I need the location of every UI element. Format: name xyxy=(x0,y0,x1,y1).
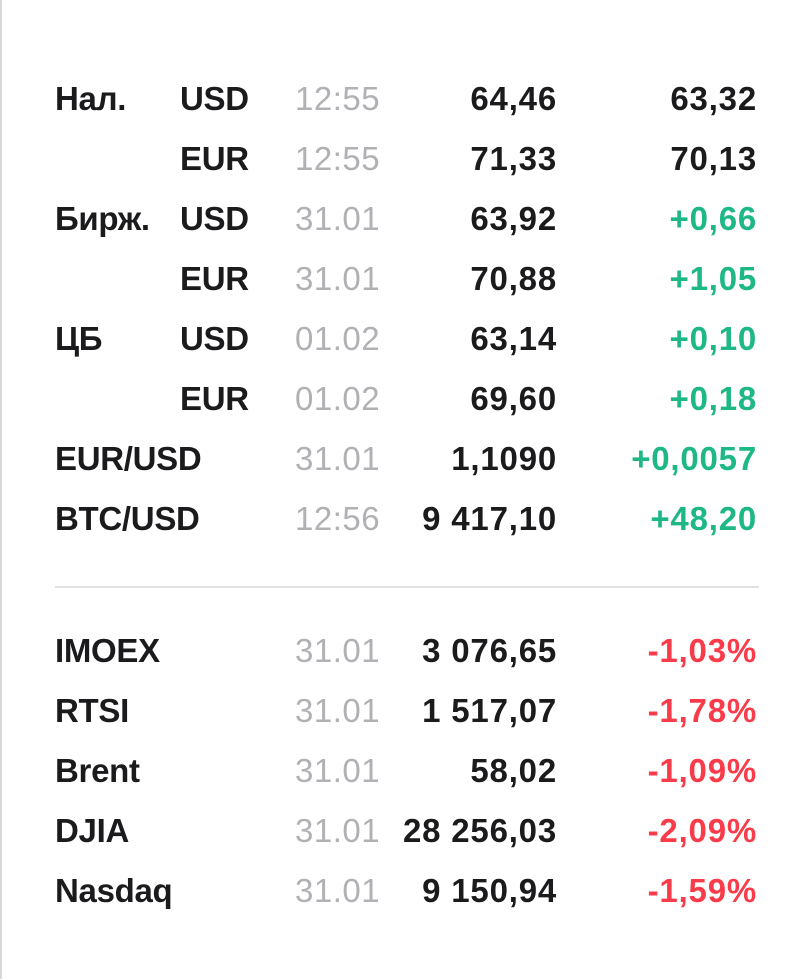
rate-instrument-label: USD xyxy=(180,79,249,117)
rate-change: +48,20 xyxy=(650,499,757,537)
rate-group-label: Бирж. xyxy=(55,199,150,237)
rate-row[interactable]: Nasdaq 31.01 9 150,94 -1,59% xyxy=(55,860,759,920)
rate-change: -1,03% xyxy=(647,631,757,669)
rate-instrument-label: USD xyxy=(180,199,249,237)
rate-value: 64,46 xyxy=(470,79,557,117)
rate-instrument-label: USD xyxy=(180,319,249,357)
rate-group-label: RTSI xyxy=(55,691,129,729)
rate-time-label: 01.02 xyxy=(295,379,381,417)
rate-change: -2,09% xyxy=(647,811,757,849)
rate-group-label: Нал. xyxy=(55,79,127,117)
rate-time-label: 01.02 xyxy=(295,319,381,357)
currency-rates-section: Нал. USD 12:55 64,46 63,32 EUR 12:55 71,… xyxy=(55,68,759,548)
rate-value: 3 076,65 xyxy=(422,631,557,669)
rate-row[interactable]: RTSI 31.01 1 517,07 -1,78% xyxy=(55,680,759,740)
rate-change: +1,05 xyxy=(669,259,757,297)
rate-group-label: BTC/USD xyxy=(55,499,200,537)
rate-row[interactable]: Бирж. USD 31.01 63,92 +0,66 xyxy=(55,188,759,248)
rate-instrument-label: EUR xyxy=(180,379,249,417)
rate-time-label: 31.01 xyxy=(295,751,381,789)
rate-time-label: 12:56 xyxy=(295,499,381,537)
rate-change: 63,32 xyxy=(670,79,757,117)
rate-row[interactable]: EUR 31.01 70,88 +1,05 xyxy=(55,248,759,308)
rate-value: 63,92 xyxy=(470,199,557,237)
rate-time-label: 31.01 xyxy=(295,199,381,237)
rate-value: 1,1090 xyxy=(451,439,557,477)
rate-row[interactable]: DJIA 31.01 28 256,03 -2,09% xyxy=(55,800,759,860)
rate-row[interactable]: ЦБ USD 01.02 63,14 +0,10 xyxy=(55,308,759,368)
rate-row[interactable]: EUR 12:55 71,33 70,13 xyxy=(55,128,759,188)
rate-value: 1 517,07 xyxy=(422,691,557,729)
rate-time-label: 31.01 xyxy=(295,871,381,909)
rate-instrument-label: EUR xyxy=(180,259,249,297)
rate-instrument-label: EUR xyxy=(180,139,249,177)
rate-time-label: 31.01 xyxy=(295,811,381,849)
rate-change: -1,59% xyxy=(647,871,757,909)
rate-row[interactable]: BTC/USD 12:56 9 417,10 +48,20 xyxy=(55,488,759,548)
rate-value: 58,02 xyxy=(470,751,557,789)
rate-group-label: Brent xyxy=(55,751,140,789)
rate-group-label: DJIA xyxy=(55,811,129,849)
rate-value: 70,88 xyxy=(470,259,557,297)
rate-row[interactable]: EUR 01.02 69,60 +0,18 xyxy=(55,368,759,428)
rate-change: -1,78% xyxy=(647,691,757,729)
rate-change: -1,09% xyxy=(647,751,757,789)
rate-change: +0,66 xyxy=(669,199,757,237)
rate-time-label: 12:55 xyxy=(295,139,381,177)
rate-row[interactable]: Нал. USD 12:55 64,46 63,32 xyxy=(55,68,759,128)
rate-change: +0,10 xyxy=(669,319,757,357)
rate-value: 9 150,94 xyxy=(422,871,557,909)
rate-row[interactable]: Brent 31.01 58,02 -1,09% xyxy=(55,740,759,800)
rate-change: 70,13 xyxy=(670,139,757,177)
rate-time-label: 31.01 xyxy=(295,259,381,297)
rate-time-label: 31.01 xyxy=(295,631,381,669)
rate-value: 9 417,10 xyxy=(422,499,557,537)
rate-change: +0,0057 xyxy=(631,439,757,477)
rate-change: +0,18 xyxy=(669,379,757,417)
rate-row[interactable]: IMOEX 31.01 3 076,65 -1,03% xyxy=(55,620,759,680)
rate-group-label: Nasdaq xyxy=(55,871,173,909)
rate-time-label: 31.01 xyxy=(295,691,381,729)
rate-value: 63,14 xyxy=(470,319,557,357)
section-divider xyxy=(55,586,759,588)
rate-value: 28 256,03 xyxy=(402,811,557,849)
rate-group-label: EUR/USD xyxy=(55,439,202,477)
rate-group-label: ЦБ xyxy=(55,319,103,357)
rate-value: 69,60 xyxy=(470,379,557,417)
rate-value: 71,33 xyxy=(470,139,557,177)
rate-time-label: 12:55 xyxy=(295,79,381,117)
rate-row[interactable]: EUR/USD 31.01 1,1090 +0,0057 xyxy=(55,428,759,488)
rate-time-label: 31.01 xyxy=(295,439,381,477)
rate-group-label: IMOEX xyxy=(55,631,160,669)
indices-section: IMOEX 31.01 3 076,65 -1,03% RTSI 31.01 1… xyxy=(55,620,759,920)
